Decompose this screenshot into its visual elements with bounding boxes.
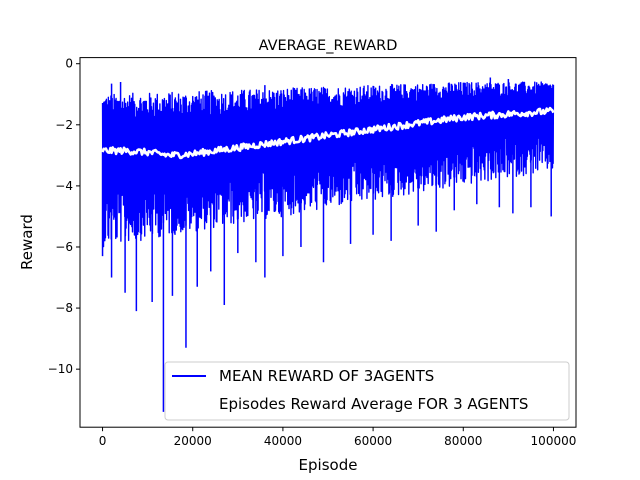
series-mean-reward-line [101, 81, 555, 248]
plot-area [101, 77, 555, 412]
x-tick-label: 40000 [264, 434, 302, 448]
y-tick-label: −4 [55, 179, 73, 193]
y-tick-label: 0 [65, 57, 73, 71]
x-tick-label: 80000 [444, 434, 482, 448]
x-axis-label: Episode [299, 456, 358, 474]
x-tick-label: 20000 [174, 434, 212, 448]
series-average-reward-line [101, 106, 555, 160]
plot-frame [79, 57, 577, 428]
legend-frame [164, 361, 570, 421]
y-tick-label: −2 [55, 118, 73, 132]
legend-label-average: Episodes Reward Average FOR 3 AGENTS [219, 395, 528, 413]
chart-title: AVERAGE_REWARD [259, 38, 398, 54]
x-tick-label: 0 [99, 434, 107, 448]
y-tick-label: −8 [55, 301, 73, 315]
y-tick-label: −10 [48, 362, 73, 376]
legend: MEAN REWARD OF 3AGENTS Episodes Reward A… [164, 361, 570, 421]
y-tick-label: −6 [55, 240, 73, 254]
x-tick-label: 60000 [354, 434, 392, 448]
axes-ticks: 0 20000 40000 60000 80000 100000 0 −2 −4 −6 −8 −10 [48, 57, 577, 448]
y-axis-label: Reward [18, 214, 36, 270]
legend-label-mean: MEAN REWARD OF 3AGENTS [219, 367, 434, 385]
x-tick-label: 100000 [531, 434, 577, 448]
